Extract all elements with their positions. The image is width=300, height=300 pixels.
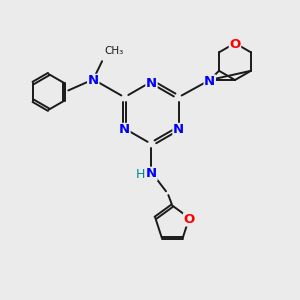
Text: N: N: [146, 76, 157, 90]
Text: N: N: [204, 75, 215, 88]
Text: N: N: [173, 124, 184, 136]
Text: O: O: [230, 38, 241, 51]
Text: N: N: [119, 124, 130, 136]
Text: N: N: [146, 167, 157, 180]
Text: N: N: [88, 74, 99, 87]
Text: O: O: [184, 213, 195, 226]
Text: CH₃: CH₃: [104, 46, 124, 56]
Text: H: H: [136, 168, 145, 181]
